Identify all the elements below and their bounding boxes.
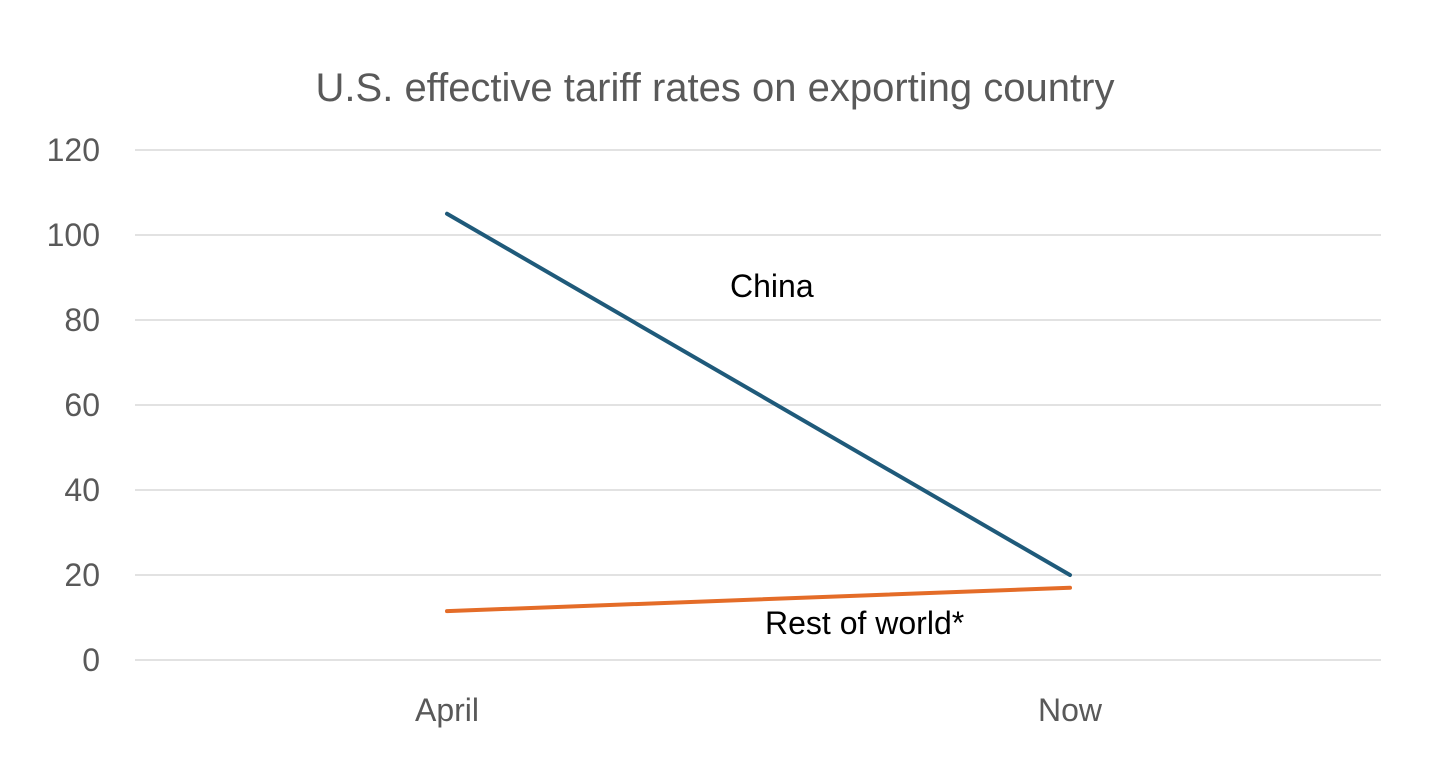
series-lines (445, 211, 1072, 614)
y-tick-label-60: 60 (64, 387, 100, 423)
series-label-rest-of-world: Rest of world* (765, 605, 964, 641)
y-axis-tick-labels: 0 20 40 60 80 100 120 (47, 132, 100, 678)
series-line-rest-of-world (445, 585, 1072, 614)
y-tick-label-20: 20 (64, 557, 100, 593)
y-tick-label-0: 0 (82, 642, 100, 678)
y-tick-label-120: 120 (47, 132, 100, 168)
series-labels: China Rest of world* (730, 268, 964, 641)
series-label-china: China (730, 268, 814, 304)
x-tick-label-now: Now (1038, 692, 1103, 728)
chart-title: U.S. effective tariff rates on exporting… (316, 66, 1115, 110)
gridlines (135, 149, 1381, 661)
x-tick-label-april: April (415, 692, 479, 728)
x-axis-tick-labels: April Now (415, 692, 1103, 728)
series-line-china (445, 211, 1072, 577)
y-tick-label-80: 80 (64, 302, 100, 338)
y-tick-label-100: 100 (47, 217, 100, 253)
y-tick-label-40: 40 (64, 472, 100, 508)
